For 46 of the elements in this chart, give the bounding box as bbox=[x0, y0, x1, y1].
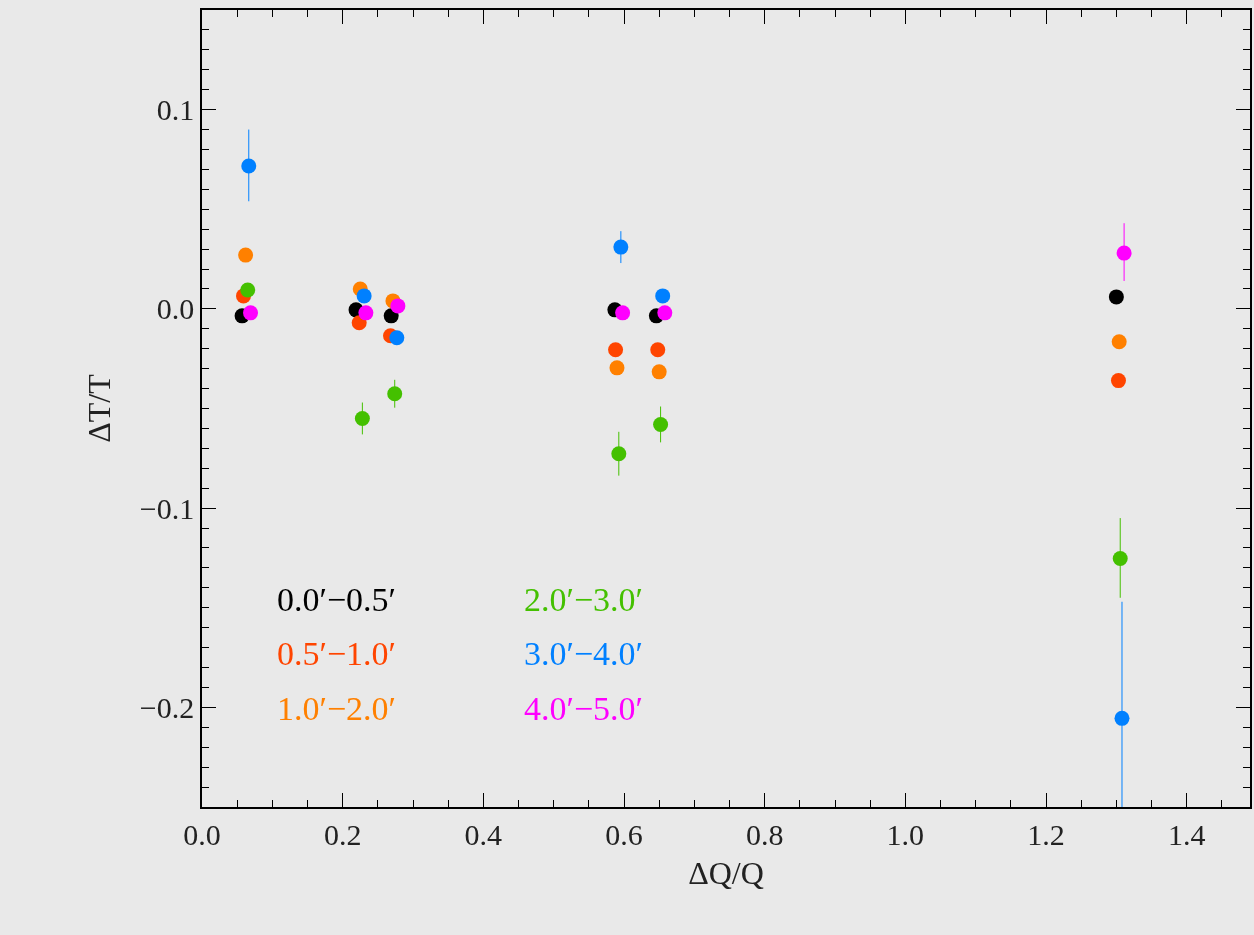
y-tick-label: 0.1 bbox=[156, 93, 195, 127]
x-tick-label: 0.4 bbox=[464, 817, 503, 851]
x-tick-label: 1.0 bbox=[886, 817, 925, 851]
text: 4.0′−5.0′ bbox=[524, 690, 644, 727]
point bbox=[608, 342, 624, 358]
point bbox=[650, 342, 666, 358]
x-axis-title: ΔQ/Q bbox=[688, 855, 764, 892]
point bbox=[238, 247, 254, 263]
point bbox=[1116, 245, 1132, 261]
x-tick-label: 1.2 bbox=[1027, 817, 1065, 851]
point bbox=[651, 364, 667, 380]
point bbox=[358, 305, 374, 321]
text: 0.5′−1.0′ bbox=[277, 635, 397, 672]
point bbox=[356, 288, 372, 304]
point bbox=[609, 360, 625, 376]
y-tick-label: −0.2 bbox=[139, 690, 195, 724]
text: 0.0′−0.5′ bbox=[277, 581, 397, 618]
point bbox=[241, 158, 257, 174]
point bbox=[611, 446, 627, 462]
point bbox=[390, 298, 406, 314]
point bbox=[389, 330, 405, 346]
x-tick-label: 0.6 bbox=[605, 817, 643, 851]
point bbox=[1112, 551, 1128, 567]
point bbox=[653, 416, 669, 432]
point bbox=[1110, 373, 1126, 389]
point bbox=[657, 305, 673, 321]
y-tick-label: −0.1 bbox=[139, 491, 195, 525]
x-tick-label: 0.2 bbox=[323, 817, 362, 851]
point bbox=[615, 305, 631, 321]
point bbox=[354, 410, 370, 426]
point bbox=[613, 239, 629, 255]
text: 1.0′−2.0′ bbox=[277, 690, 397, 727]
point bbox=[240, 282, 256, 298]
x-tick-label: 0.0 bbox=[183, 817, 221, 851]
point bbox=[1108, 289, 1124, 305]
text: 2.0′−3.0′ bbox=[524, 581, 644, 618]
point bbox=[1114, 710, 1130, 726]
x-tick-label: 1.4 bbox=[1167, 817, 1206, 851]
x-tick-label: 0.8 bbox=[745, 817, 784, 851]
text: 3.0′−4.0′ bbox=[524, 635, 644, 672]
y-axis-title: ΔT/T bbox=[80, 373, 117, 443]
point bbox=[655, 288, 671, 304]
point bbox=[243, 305, 259, 321]
point bbox=[1111, 334, 1127, 350]
y-tick-label: 0.0 bbox=[156, 292, 195, 326]
point bbox=[387, 386, 403, 402]
